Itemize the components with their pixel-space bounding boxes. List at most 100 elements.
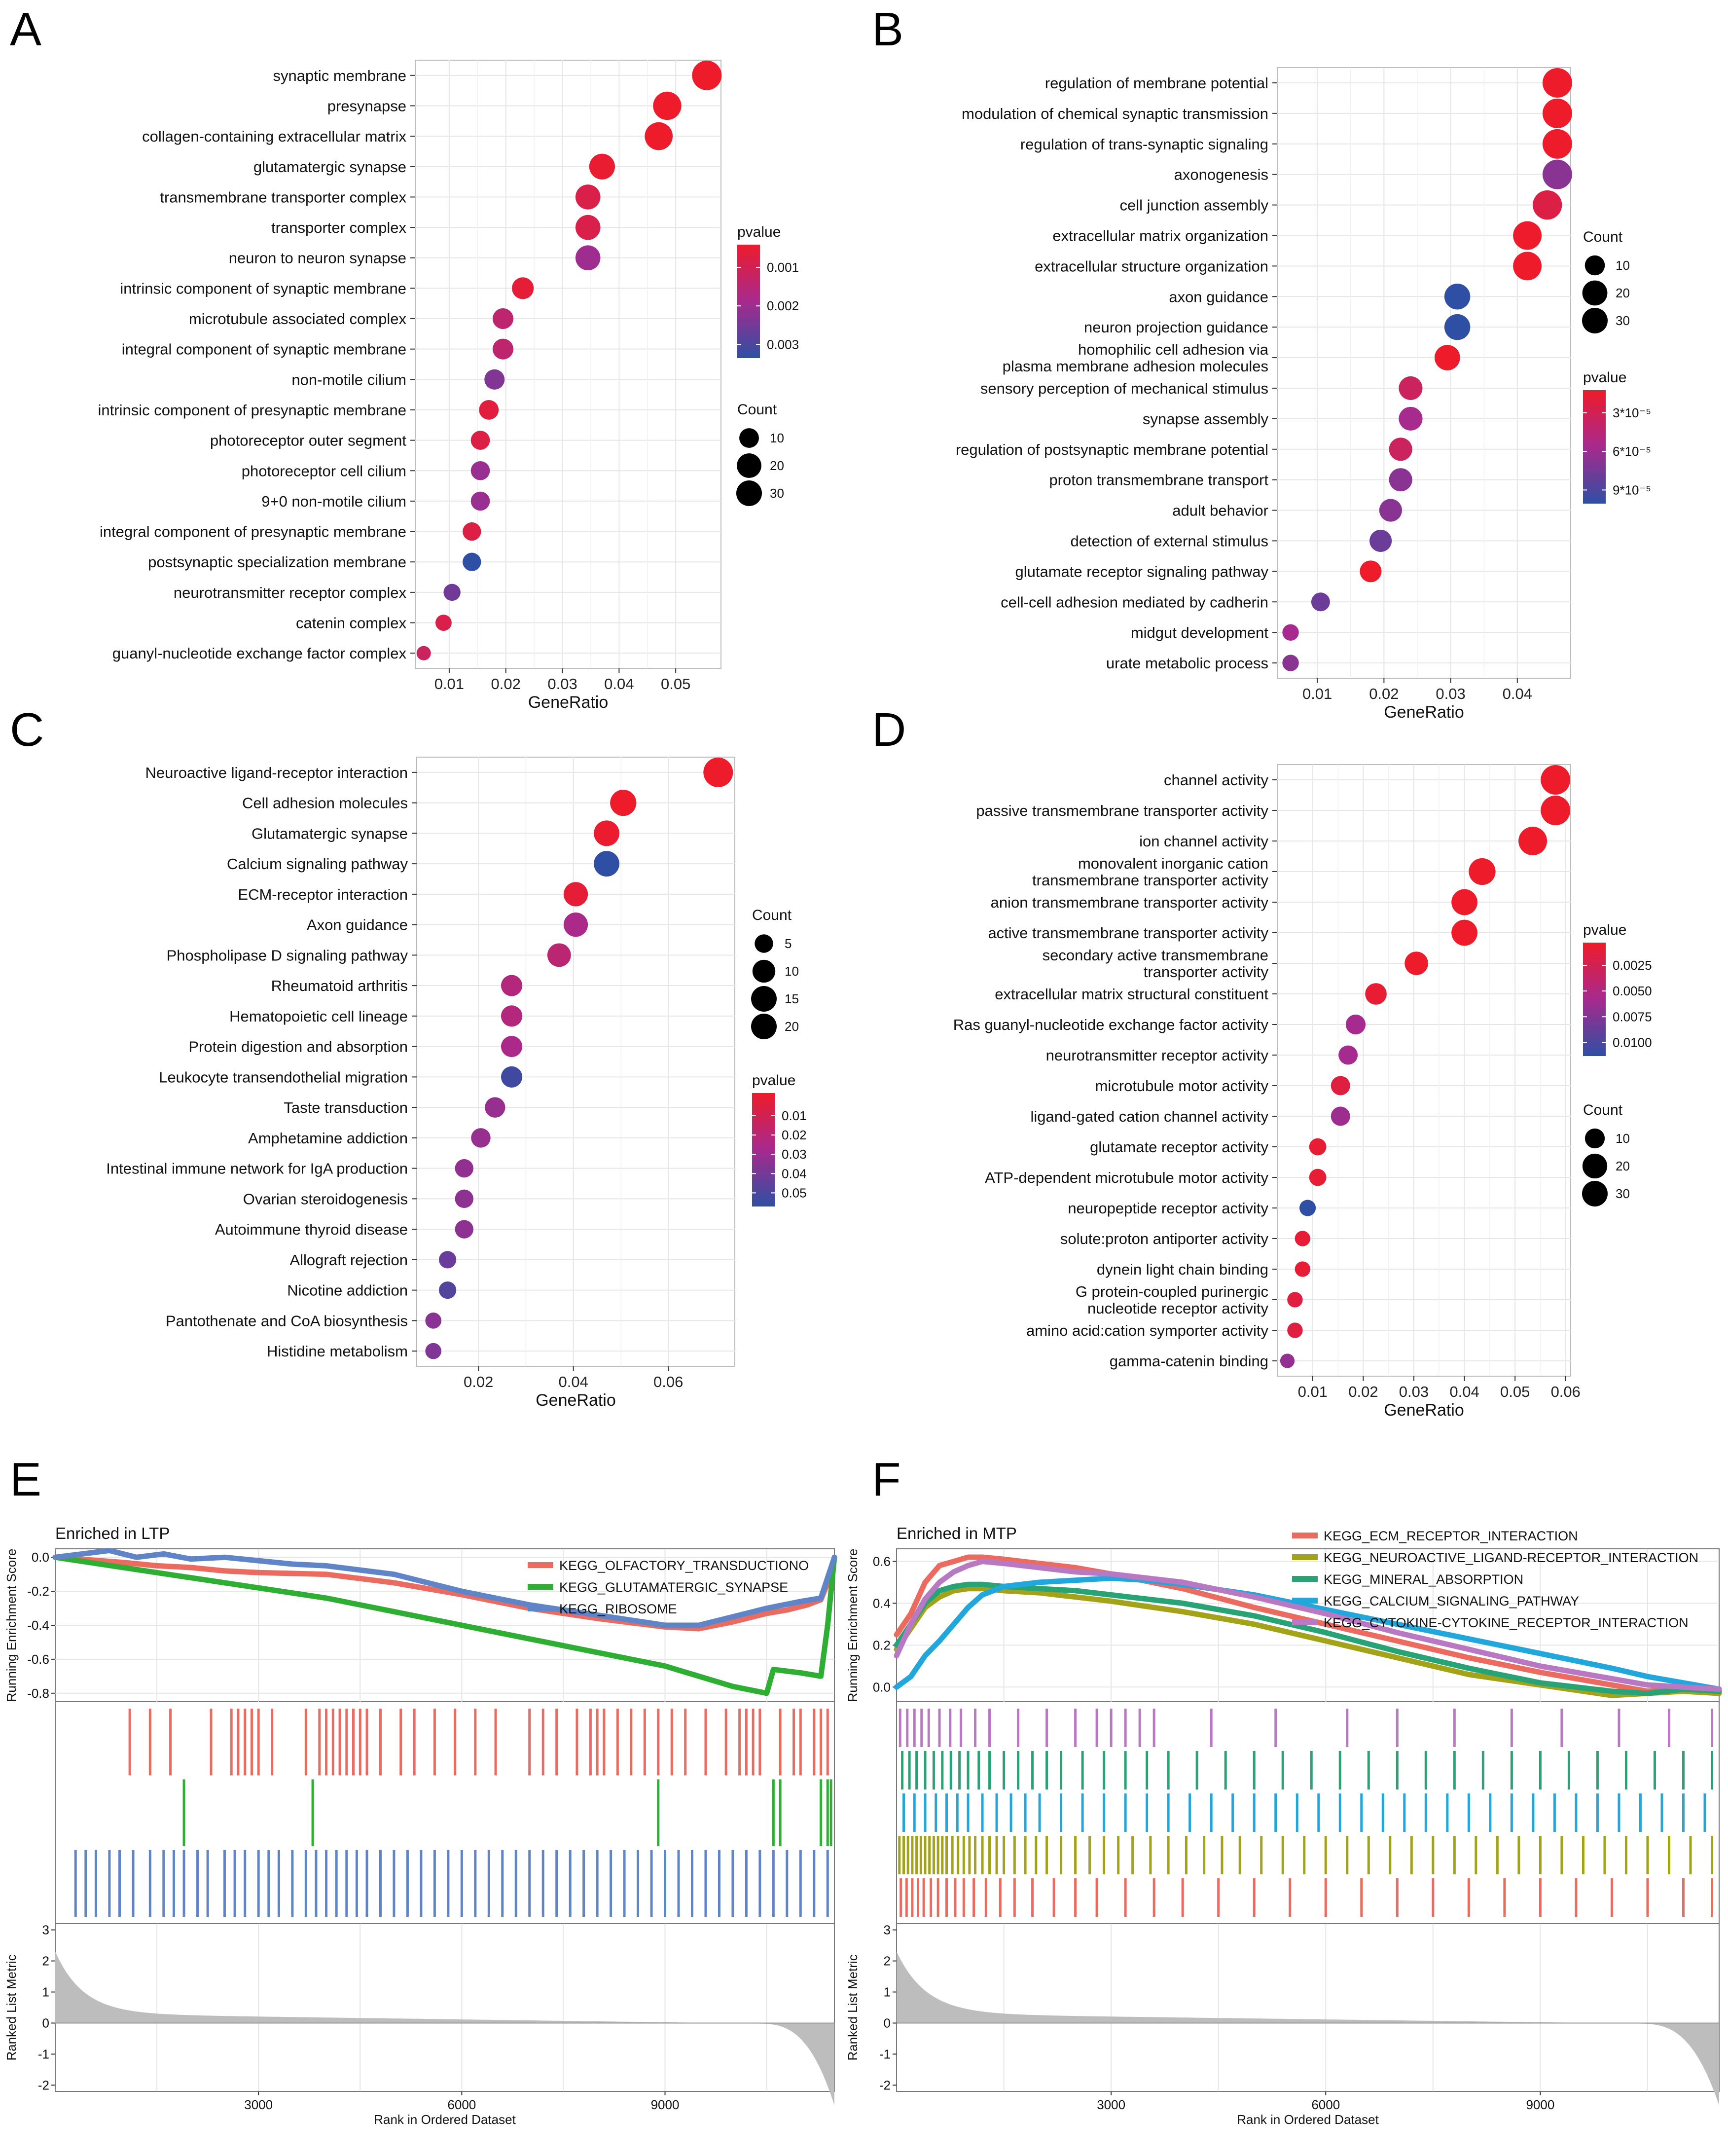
panel-e-x-tick-label: 3000: [244, 2097, 273, 2112]
panel-f-legend-label: KEGG_CYTOKINE-CYTOKINE_RECEPTOR_INTERACT…: [1324, 1615, 1689, 1630]
panel-d-x-axis-title: GeneRatio: [1384, 1401, 1464, 1420]
panel-d-pvalue-legend-label: 0.0100: [1613, 1035, 1652, 1050]
panel-c-plot-frame: [416, 757, 735, 1367]
panel-a-dot: [492, 338, 514, 360]
panel-d-term-label: secondary active transmembrane: [1043, 947, 1268, 964]
panel-c-pvalue-legend-title: pvalue: [752, 1072, 795, 1089]
panel-d-term-label: Ras guanyl-nucleotide exchange factor ac…: [953, 1016, 1269, 1033]
panel-c-dot: [501, 1036, 523, 1058]
panel-c-term-label: Nicotine addiction: [287, 1282, 408, 1299]
panel-d-dot: [1309, 1138, 1327, 1156]
panel-c-x-tick-label: 0.02: [464, 1373, 493, 1390]
panel-c-term-label: Amphetamine addiction: [248, 1130, 408, 1147]
panel-c-dotplot: 0.02 0.04 0.06 GeneRatio Neuroactive ligand-…: [106, 757, 807, 1410]
panel-b-count-legend-label: 30: [1616, 313, 1630, 328]
panel-c-pvalue-colorbar: [752, 1093, 775, 1206]
panel-d-term-label: active transmembrane transporter activit…: [988, 924, 1268, 942]
panel-a-dot: [479, 400, 499, 420]
panel-b-term-label: urate metabolic process: [1106, 655, 1268, 672]
panel-d-dot: [1451, 919, 1477, 946]
panel-e-metric-tick-label: 2: [42, 1954, 49, 1969]
panel-b-dot: [1542, 68, 1572, 98]
panel-d-dot: [1338, 1045, 1358, 1065]
panel-b-x-tick-label: 0.04: [1503, 685, 1532, 702]
panel-c-dot: [455, 1220, 474, 1239]
panel-b-count-legend-title: Count: [1583, 229, 1623, 245]
panel-c-count-legend-label: 20: [785, 1019, 799, 1034]
panel-d-x-tick-label: 0.01: [1298, 1383, 1328, 1400]
panel-d-term-label: solute:proton antiporter activity: [1060, 1230, 1269, 1247]
panel-a-count-legend-dot: [737, 453, 761, 478]
panel-d-count-legend-dot: [1582, 1181, 1608, 1206]
panel-a-term-label: neurotransmitter receptor complex: [174, 584, 407, 601]
panel-a-count-legend-label: 20: [770, 458, 784, 473]
panel-b-dot: [1444, 284, 1471, 310]
panel-c-term-label: Hematopoietic cell lineage: [229, 1008, 408, 1025]
panel-d-count-legend-label: 30: [1616, 1186, 1630, 1201]
panel-b-dot: [1379, 499, 1402, 522]
panel-c-term-label: Autoimmune thyroid disease: [215, 1221, 408, 1238]
panel-a-dot: [653, 91, 682, 120]
panel-a-pvalue-legend-label: 0.002: [767, 298, 799, 313]
panel-b-count-legend-label: 20: [1616, 286, 1630, 300]
panel-a-x-tick-label: 0.02: [491, 675, 521, 693]
panel-e-es-tick-label: 0.0: [32, 1550, 49, 1565]
panel-c-pvalue-legend-label: 0.01: [782, 1108, 807, 1123]
panel-d-count-legend-title: Count: [1583, 1102, 1623, 1118]
panel-a-term-label: catenin complex: [296, 615, 407, 632]
panel-a-dot: [575, 245, 601, 271]
panel-b-pvalue-legend-title: pvalue: [1583, 369, 1626, 386]
panel-d-term-label: microtubule motor activity: [1095, 1077, 1269, 1095]
panel-b-term-label: homophilic cell adhesion via: [1078, 341, 1269, 358]
panel-f-es-line-2: [894, 1586, 1722, 1698]
panel-d-term-label: dynein light chain binding: [1097, 1261, 1268, 1278]
panel-a-dot: [435, 615, 452, 631]
panel-c-dot: [594, 820, 620, 846]
panel-e-metric-axis-title: Ranked List Metric: [4, 1954, 19, 2060]
panel-b-term-label: axon guidance: [1169, 288, 1268, 305]
panel-b-dot: [1282, 624, 1299, 641]
panel-b-dot: [1369, 529, 1392, 552]
panel-e-legend-label: KEGG_RIBOSOME: [559, 1602, 677, 1616]
panel-e-es-tick-label: -0.2: [27, 1584, 49, 1599]
panel-a-term-label: intrinsic component of synaptic membrane: [120, 280, 406, 297]
panel-e-es-tick-label: -0.4: [27, 1618, 49, 1633]
panel-a-dot: [575, 184, 601, 210]
panel-b-dot: [1282, 655, 1299, 671]
panel-letter-b: B: [872, 3, 903, 56]
panel-d-pvalue-legend-label: 0.0050: [1613, 984, 1652, 998]
panel-f-es-tick-label: 0.6: [873, 1554, 891, 1569]
panel-d-dot: [1541, 796, 1571, 825]
panel-e-metric-tick-label: 0: [42, 2015, 49, 2030]
panel-a-dot: [470, 431, 490, 450]
panel-letter-d: D: [872, 703, 906, 756]
panel-c-dot: [703, 757, 733, 787]
panel-c-term-label: Taste transduction: [284, 1099, 408, 1116]
panel-c-x-axis-title: GeneRatio: [536, 1391, 616, 1410]
panel-c-dot: [501, 1005, 523, 1027]
panel-a-dot: [463, 522, 481, 541]
panel-c-dot: [455, 1189, 474, 1208]
panel-d-term-label: neurotransmitter receptor activity: [1046, 1047, 1269, 1064]
panel-letter-e: E: [10, 1453, 41, 1506]
panel-a-pvalue-legend-label: 0.001: [767, 260, 799, 275]
panel-c-count-legend-dot: [751, 986, 777, 1012]
panel-e-gsea: Enriched in LTP 0.0 -0.2 -0.4 -0.6 -0.8 Runnin…: [4, 1524, 837, 2127]
panel-b-term-label: modulation of chemical synaptic transmis…: [962, 105, 1268, 122]
panel-c-count-legend-label: 5: [785, 936, 792, 951]
panel-b-dot: [1399, 406, 1423, 431]
panel-c-term-label: Allograft rejection: [289, 1251, 408, 1269]
panel-d-term-label: passive transmembrane transporter activi…: [976, 802, 1268, 819]
panel-c-dot: [610, 790, 637, 816]
panel-c-dot: [471, 1128, 491, 1148]
panel-c-term-label: Cell adhesion molecules: [242, 795, 408, 812]
panel-c-count-legend-dot: [751, 1014, 777, 1039]
panel-d-term-label: ligand-gated cation channel activity: [1030, 1108, 1268, 1125]
panel-d-term-label: neuropeptide receptor activity: [1068, 1200, 1268, 1217]
panel-f-es-tick-label: 0.2: [873, 1638, 891, 1652]
panel-a-x-tick-label: 0.04: [604, 675, 634, 693]
panel-b-term-label: detection of external stimulus: [1071, 532, 1269, 549]
panel-d-term-label: channel activity: [1164, 771, 1268, 789]
panel-a-dot: [512, 277, 534, 299]
panel-a-term-label: intrinsic component of presynaptic membr…: [98, 402, 406, 419]
